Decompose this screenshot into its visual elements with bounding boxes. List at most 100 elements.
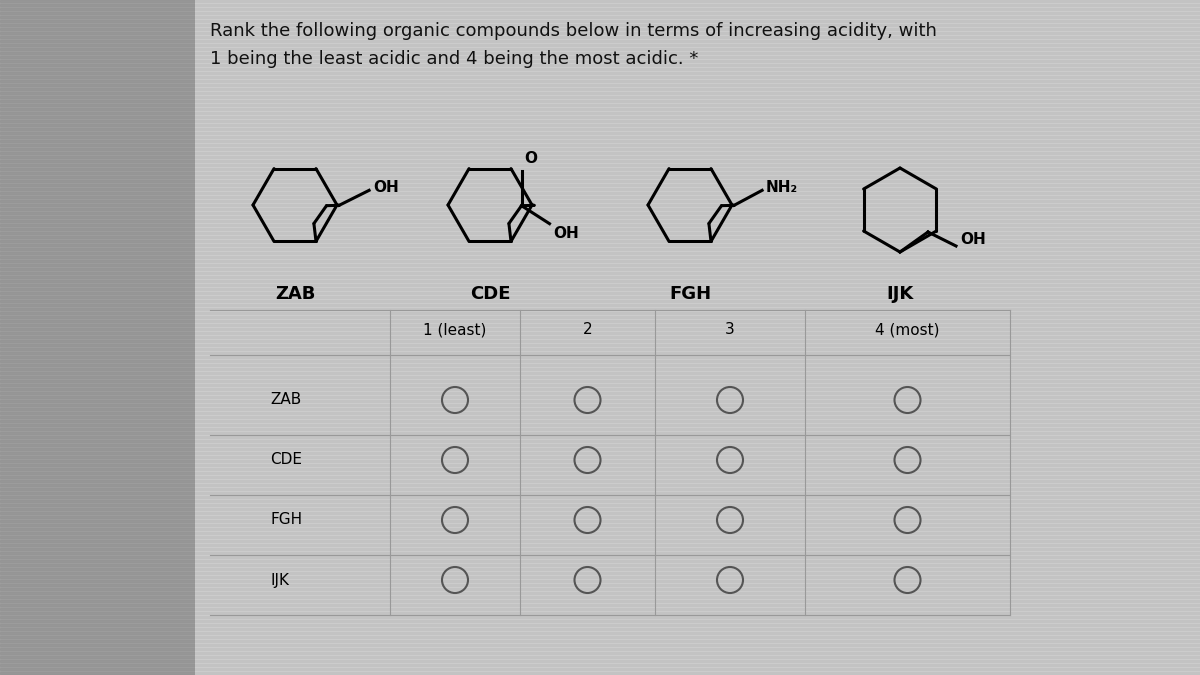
Bar: [0, 132, 1200, 134]
Bar: [0, 536, 1200, 537]
Bar: [0, 24, 1200, 26]
Bar: [0, 668, 1200, 670]
Bar: [0, 356, 1200, 358]
Bar: [0, 68, 1200, 70]
Bar: [0, 572, 1200, 574]
Text: 3: 3: [725, 323, 734, 338]
Bar: [0, 396, 1200, 398]
Bar: [0, 40, 1200, 41]
Text: O: O: [524, 151, 538, 166]
Bar: [0, 180, 1200, 182]
Bar: [0, 464, 1200, 466]
Bar: [0, 632, 1200, 634]
Bar: [0, 488, 1200, 489]
Bar: [0, 0, 1200, 1]
Bar: [0, 516, 1200, 518]
Bar: [0, 624, 1200, 626]
Bar: [0, 328, 1200, 329]
Bar: [0, 72, 1200, 74]
Bar: [0, 584, 1200, 585]
Bar: [0, 20, 1200, 22]
Bar: [0, 44, 1200, 45]
Bar: [0, 324, 1200, 325]
Bar: [0, 312, 1200, 313]
Bar: [0, 608, 1200, 610]
Bar: [0, 648, 1200, 649]
Bar: [0, 424, 1200, 425]
Bar: [0, 524, 1200, 526]
Bar: [0, 580, 1200, 581]
Bar: [0, 480, 1200, 481]
Bar: [0, 336, 1200, 338]
Text: 1 (least): 1 (least): [424, 323, 487, 338]
Bar: [0, 200, 1200, 202]
Bar: [0, 508, 1200, 510]
Bar: [0, 320, 1200, 321]
Bar: [0, 440, 1200, 441]
Bar: [0, 520, 1200, 522]
Text: CDE: CDE: [469, 285, 510, 303]
Bar: [0, 148, 1200, 149]
Text: IJK: IJK: [270, 572, 289, 587]
Text: OH: OH: [553, 225, 580, 241]
Text: 4 (most): 4 (most): [875, 323, 940, 338]
Bar: [0, 444, 1200, 446]
Bar: [0, 460, 1200, 462]
Bar: [0, 528, 1200, 529]
FancyBboxPatch shape: [194, 0, 1200, 675]
Bar: [0, 88, 1200, 90]
Bar: [0, 316, 1200, 317]
FancyBboxPatch shape: [0, 0, 194, 675]
Text: ZAB: ZAB: [270, 392, 301, 408]
Bar: [0, 504, 1200, 506]
Bar: [0, 284, 1200, 286]
Bar: [0, 144, 1200, 146]
Bar: [0, 228, 1200, 230]
Bar: [0, 548, 1200, 549]
Text: OH: OH: [373, 180, 398, 195]
Bar: [0, 664, 1200, 666]
Bar: [0, 172, 1200, 173]
Bar: [0, 484, 1200, 485]
Bar: [0, 48, 1200, 49]
Bar: [0, 428, 1200, 429]
Text: CDE: CDE: [270, 452, 302, 468]
Bar: [0, 128, 1200, 130]
Bar: [0, 392, 1200, 394]
Bar: [0, 212, 1200, 213]
Bar: [0, 112, 1200, 113]
Bar: [0, 304, 1200, 306]
Bar: [0, 272, 1200, 273]
Bar: [0, 204, 1200, 205]
Bar: [0, 12, 1200, 14]
Bar: [0, 492, 1200, 493]
Bar: [0, 296, 1200, 298]
Bar: [0, 160, 1200, 161]
Bar: [0, 332, 1200, 333]
Bar: [0, 124, 1200, 126]
Bar: [0, 556, 1200, 558]
Bar: [0, 184, 1200, 186]
Bar: [0, 540, 1200, 541]
Bar: [0, 452, 1200, 454]
Bar: [0, 92, 1200, 94]
Bar: [0, 640, 1200, 641]
Bar: [0, 28, 1200, 30]
Bar: [0, 248, 1200, 250]
Bar: [0, 344, 1200, 346]
Bar: [0, 76, 1200, 78]
Bar: [0, 340, 1200, 342]
Bar: [0, 16, 1200, 18]
Bar: [0, 4, 1200, 5]
Bar: [0, 240, 1200, 242]
Bar: [0, 588, 1200, 589]
Bar: [0, 612, 1200, 614]
Bar: [0, 656, 1200, 657]
Bar: [0, 176, 1200, 178]
Bar: [0, 348, 1200, 350]
Bar: [0, 256, 1200, 257]
Bar: [0, 52, 1200, 53]
Bar: [0, 628, 1200, 630]
Text: 2: 2: [583, 323, 593, 338]
Bar: [0, 8, 1200, 9]
